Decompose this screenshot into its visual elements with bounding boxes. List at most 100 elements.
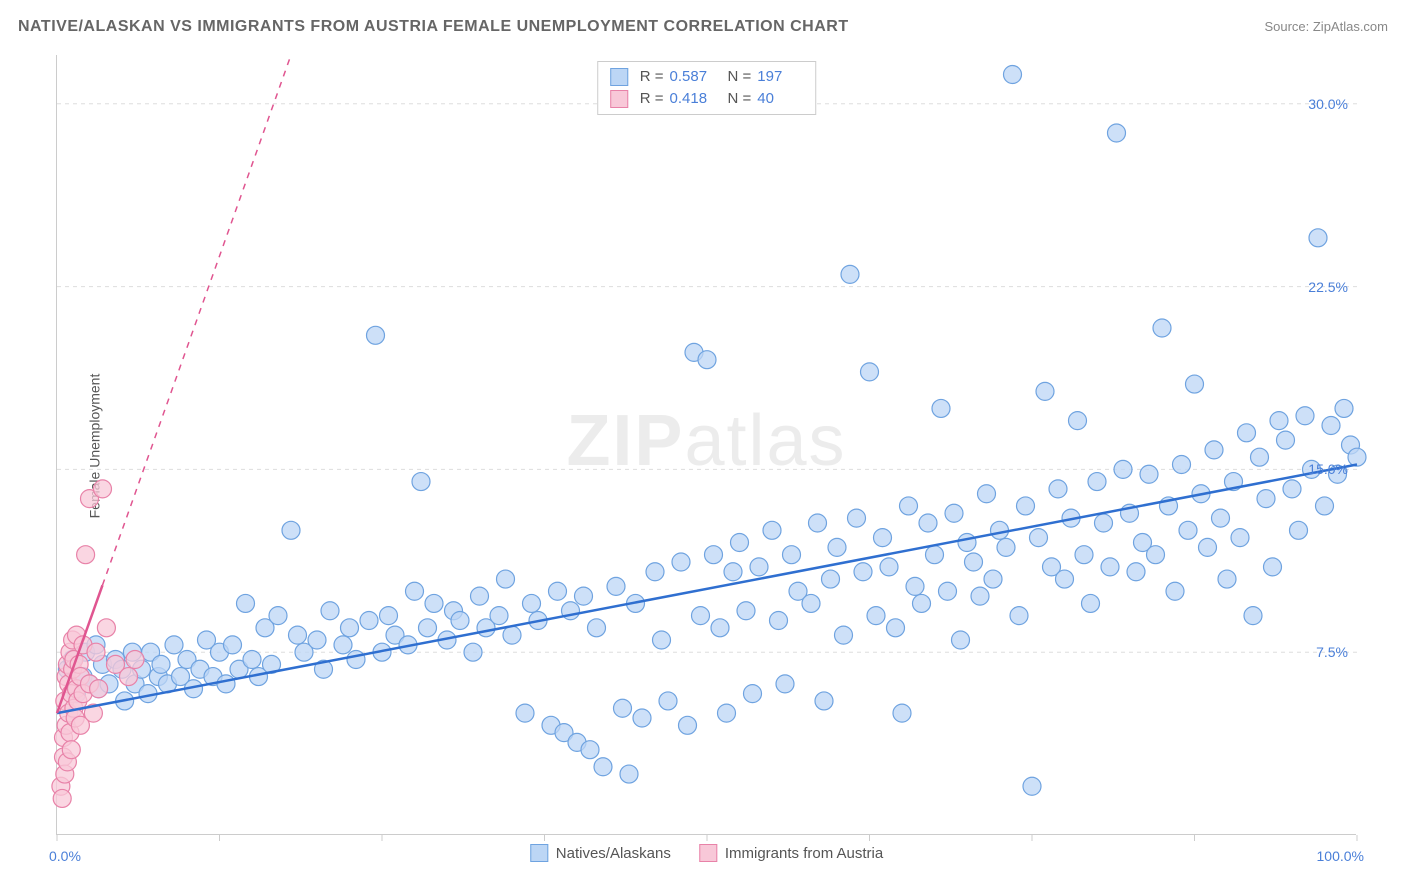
- data-point: [822, 570, 840, 588]
- n-value-pink: 40: [757, 88, 803, 110]
- data-point: [360, 612, 378, 630]
- data-point: [783, 546, 801, 564]
- stats-row-pink: R = 0.418 N = 40: [610, 88, 804, 110]
- r-value-blue: 0.587: [670, 66, 716, 88]
- plot-area: ZIPatlas R = 0.587 N = 197 R = 0.418 N =…: [56, 55, 1356, 835]
- data-point: [1205, 441, 1223, 459]
- data-point: [802, 594, 820, 612]
- data-point: [1166, 582, 1184, 600]
- data-point: [549, 582, 567, 600]
- data-point: [308, 631, 326, 649]
- data-point: [776, 675, 794, 693]
- data-point: [841, 265, 859, 283]
- x-axis-start-label: 0.0%: [49, 848, 81, 864]
- data-point: [97, 619, 115, 637]
- data-point: [1114, 460, 1132, 478]
- data-point: [1030, 529, 1048, 547]
- trend-line: [57, 465, 1357, 714]
- legend-item-blue: Natives/Alaskans: [530, 844, 671, 862]
- data-point: [1251, 448, 1269, 466]
- data-point: [1088, 473, 1106, 491]
- data-point: [679, 716, 697, 734]
- data-point: [269, 607, 287, 625]
- data-point: [1036, 382, 1054, 400]
- y-tick-label: 30.0%: [1308, 96, 1348, 112]
- data-point: [932, 399, 950, 417]
- data-point: [588, 619, 606, 637]
- data-point: [406, 582, 424, 600]
- data-point: [874, 529, 892, 547]
- data-point: [1095, 514, 1113, 532]
- data-point: [1069, 412, 1087, 430]
- data-point: [620, 765, 638, 783]
- data-point: [809, 514, 827, 532]
- data-point: [1140, 465, 1158, 483]
- data-point: [1147, 546, 1165, 564]
- source-attribution: Source: ZipAtlas.com: [1264, 19, 1388, 34]
- bottom-legend: Natives/Alaskans Immigrants from Austria: [530, 844, 883, 862]
- data-point: [53, 789, 71, 807]
- data-point: [282, 521, 300, 539]
- data-point: [750, 558, 768, 576]
- data-point: [321, 602, 339, 620]
- data-point: [1264, 558, 1282, 576]
- y-tick-label: 15.0%: [1308, 461, 1348, 477]
- data-point: [991, 521, 1009, 539]
- data-point: [1270, 412, 1288, 430]
- data-point: [848, 509, 866, 527]
- data-point: [731, 534, 749, 552]
- data-point: [243, 651, 261, 669]
- stats-row-blue: R = 0.587 N = 197: [610, 66, 804, 88]
- data-point: [919, 514, 937, 532]
- data-point: [958, 534, 976, 552]
- data-point: [718, 704, 736, 722]
- data-point: [126, 651, 144, 669]
- data-point: [1283, 480, 1301, 498]
- data-point: [692, 607, 710, 625]
- data-point: [516, 704, 534, 722]
- data-point: [1010, 607, 1028, 625]
- data-point: [770, 612, 788, 630]
- data-point: [1244, 607, 1262, 625]
- data-point: [854, 563, 872, 581]
- y-tick-label: 7.5%: [1316, 644, 1348, 660]
- data-point: [1023, 777, 1041, 795]
- data-point: [1335, 399, 1353, 417]
- x-axis-end-label: 100.0%: [1317, 848, 1364, 864]
- data-point: [380, 607, 398, 625]
- data-point: [1075, 546, 1093, 564]
- data-point: [471, 587, 489, 605]
- y-tick-label: 22.5%: [1308, 279, 1348, 295]
- data-point: [90, 680, 108, 698]
- data-point: [607, 577, 625, 595]
- data-point: [893, 704, 911, 722]
- data-point: [978, 485, 996, 503]
- data-point: [1257, 490, 1275, 508]
- data-point: [705, 546, 723, 564]
- data-point: [971, 587, 989, 605]
- data-point: [1316, 497, 1334, 515]
- data-point: [861, 363, 879, 381]
- data-point: [867, 607, 885, 625]
- swatch-blue: [610, 68, 628, 86]
- data-point: [1277, 431, 1295, 449]
- data-point: [464, 643, 482, 661]
- r-value-pink: 0.418: [670, 88, 716, 110]
- data-point: [653, 631, 671, 649]
- data-point: [1322, 417, 1340, 435]
- source-link[interactable]: ZipAtlas.com: [1313, 19, 1388, 34]
- data-point: [1127, 563, 1145, 581]
- data-point: [77, 546, 95, 564]
- data-point: [1212, 509, 1230, 527]
- data-point: [1231, 529, 1249, 547]
- data-point: [1017, 497, 1035, 515]
- data-point: [828, 538, 846, 556]
- data-point: [1238, 424, 1256, 442]
- swatch-pink: [610, 90, 628, 108]
- data-point: [120, 668, 138, 686]
- data-point: [581, 741, 599, 759]
- data-point: [367, 326, 385, 344]
- data-point: [906, 577, 924, 595]
- data-point: [698, 351, 716, 369]
- data-point: [1153, 319, 1171, 337]
